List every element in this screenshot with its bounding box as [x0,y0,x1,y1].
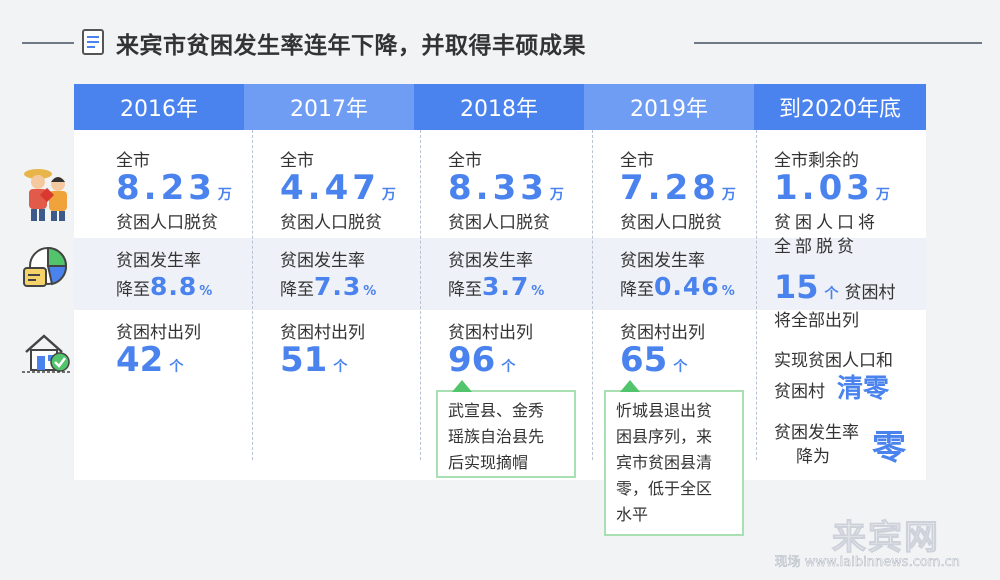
rate-label: 贫困发生率 [620,251,705,271]
final-pop-label: 全市剩余的 [774,151,859,171]
title-divider-left [22,42,74,44]
rate-label: 贫困发生率 [280,251,365,271]
title-bar: 来宾市贫困发生率连年下降，并取得丰硕成果 [22,20,982,64]
rate-value: 降至8.8% [116,272,213,301]
rate-label: 贫困发生率 [116,251,201,271]
title-divider-right [694,42,982,44]
house-check-icon [22,334,72,373]
pop-value: 8.33 万 [448,168,564,208]
column-separator [252,130,253,460]
rate-label: 贫困发生率 [448,251,533,271]
header-2020: 到2020年底 [754,84,926,130]
farmers-icon [24,169,67,221]
pop-desc: 贫困人口脱贫 [620,213,722,233]
final-village-desc: 将全部出列 [774,311,859,331]
note-line: 零，低于全区 [616,479,713,498]
village-value: 42 个 [116,340,184,380]
pop-label: 全市 [448,151,482,171]
note-line: 忻城县退出贫 [616,401,713,420]
rate-value: 降至0.46% [620,272,735,301]
note-line: 武宣县、金秀 [448,401,545,420]
final-pop-desc: 全部脱贫 [774,237,858,257]
village-label: 贫困村出列 [620,323,705,343]
note-pointer [620,380,640,392]
rate-value: 降至7.3% [280,272,377,301]
final-rate-line: 降为 [796,447,830,467]
village-value: 65 个 [620,340,688,380]
pop-desc: 贫困人口脱贫 [448,213,550,233]
final-rate-line: 贫困发生率 [774,423,859,443]
village-label: 贫困村出列 [116,323,201,343]
header-2019: 2019年 [584,84,754,130]
rate-value: 降至3.7% [448,272,545,301]
rate-row-band [74,238,926,310]
header-2016: 2016年 [74,84,244,130]
note-pointer [452,380,472,392]
column-separator [592,130,593,460]
pop-label: 全市 [280,151,314,171]
village-value: 96 个 [448,340,516,380]
pop-value: 8.23 万 [116,168,232,208]
note-line: 水平 [616,505,649,524]
final-clear-line: 贫困村 清零 [774,374,890,404]
document-icon [82,29,104,55]
note-line: 后实现摘帽 [448,453,529,472]
pop-desc: 贫困人口脱贫 [280,213,382,233]
watermark-logo: 来宾网 [832,518,940,559]
note-2019: 忻城县退出贫 困县序列，来 宾市贫困县清 零，低于全区 水平 [604,380,744,536]
pop-value: 4.47 万 [280,168,396,208]
pop-value: 7.28 万 [620,168,736,208]
header-2018: 2018年 [414,84,584,130]
final-clear-line: 实现贫困人口和 [774,351,893,371]
pop-label: 全市 [116,151,150,171]
final-pop-desc: 贫困人口将 [774,213,879,233]
column-separator [756,130,757,460]
village-label: 贫困村出列 [280,323,365,343]
note-line: 宾市贫困县清 [616,453,713,472]
village-value: 51 个 [280,340,348,380]
watermark: 来宾网 现场 www.laibinnews.com.cn [774,510,960,571]
note-line: 瑶族自治县先 [448,427,545,446]
final-village-line: 15 个贫困村 [774,268,896,306]
page-title: 来宾市贫困发生率连年下降，并取得丰硕成果 [116,33,586,59]
note-line: 困县序列，来 [616,427,713,446]
watermark-text: 现场 www.laibinnews.com.cn [774,555,960,571]
year-header: 2016年 2017年 2018年 2019年 到2020年底 [74,84,926,130]
pop-label: 全市 [620,151,654,171]
column-separator [420,130,421,460]
village-label: 贫困村出列 [448,323,533,343]
final-pop-value: 1.03 万 [774,168,890,208]
header-2017: 2017年 [244,84,414,130]
pop-desc: 贫困人口脱贫 [116,213,218,233]
note-2018: 武宣县、金秀 瑶族自治县先 后实现摘帽 [436,380,576,478]
pie-chart-icon [23,246,68,287]
final-zero-word: 零 [872,428,906,468]
